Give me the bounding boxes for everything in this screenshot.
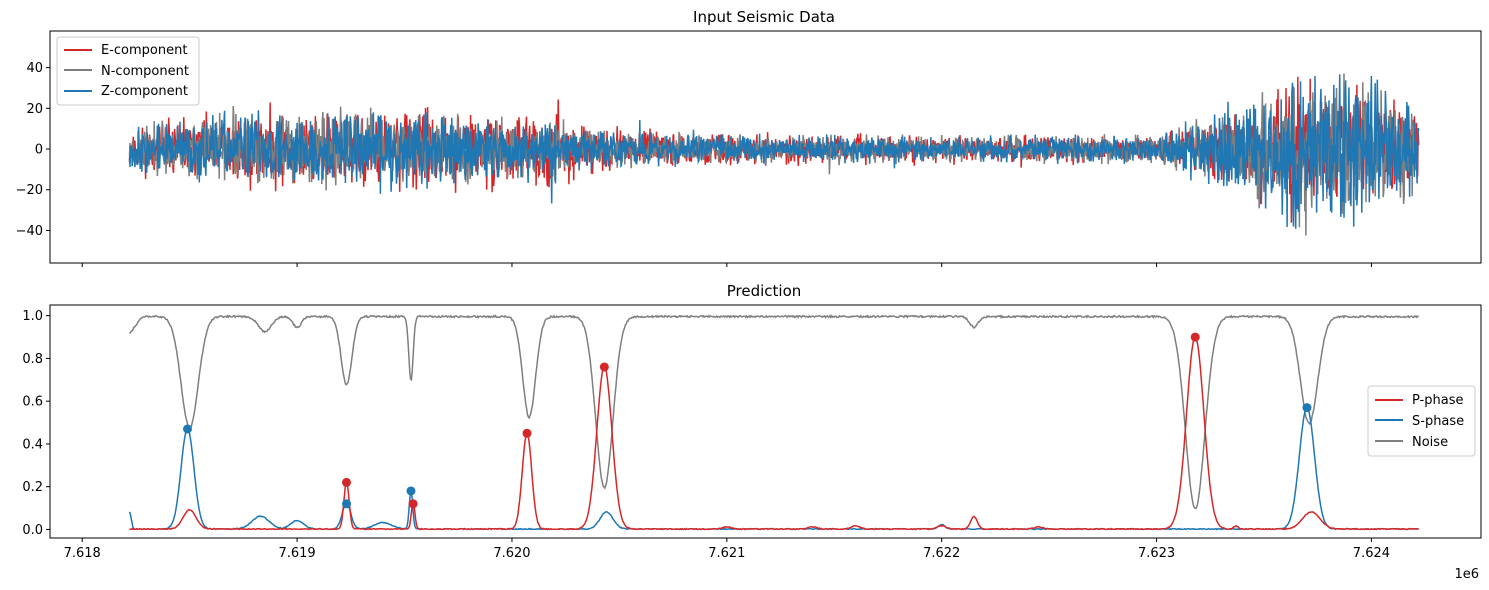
legend-label-s-phase: S-phase bbox=[1412, 414, 1464, 429]
seismic-data-ticks: 40 20 0 −20 −40 bbox=[16, 61, 1372, 267]
x-tick-label: 7.624 bbox=[1353, 546, 1390, 561]
x-tick-label: 7.618 bbox=[64, 546, 101, 561]
y-tick-label: −40 bbox=[16, 224, 43, 239]
prediction-ticks: 1.0 0.8 0.6 0.4 0.2 0.0 7.618 7.619 7.620 7.621 7.… bbox=[22, 309, 1390, 561]
seismic-data-title: Input Seismic Data bbox=[693, 8, 835, 26]
legend-label-n-component: N-component bbox=[101, 64, 189, 79]
prediction-plot-area bbox=[49, 304, 1482, 539]
x-tick-label: 7.621 bbox=[708, 546, 745, 561]
s-phase-pick-marker bbox=[1302, 403, 1312, 413]
y-tick-label: 0 bbox=[35, 143, 43, 158]
x-tick-label: 7.622 bbox=[923, 546, 960, 561]
y-tick-label: −20 bbox=[16, 183, 43, 198]
p-phase-pick-marker bbox=[408, 499, 418, 509]
legend-box bbox=[56, 36, 200, 106]
p-phase-pick-marker bbox=[522, 428, 532, 438]
prediction-legend: P-phase S-phase Noise bbox=[1367, 385, 1476, 457]
legend-label-z-component: Z-component bbox=[101, 84, 188, 99]
x-tick-label: 7.619 bbox=[278, 546, 315, 561]
legend-box bbox=[1367, 385, 1476, 457]
y-tick-label: 0.0 bbox=[22, 523, 43, 538]
x-tick-label: 7.623 bbox=[1138, 546, 1175, 561]
series-line-p-phase bbox=[129, 335, 1419, 531]
seismic-data-axes: Input Seismic Data 40 20 0 −20 −40 E-compone… bbox=[16, 8, 1482, 267]
y-tick-label: 0.4 bbox=[22, 437, 43, 452]
series-line-z-component bbox=[128, 74, 1420, 229]
s-phase-pick-marker bbox=[406, 486, 416, 496]
prediction-picks bbox=[183, 332, 1312, 509]
y-tick-label: 20 bbox=[26, 102, 43, 117]
p-phase-pick-marker bbox=[1190, 332, 1200, 342]
seismic-data-series bbox=[128, 73, 1420, 236]
legend-label-noise: Noise bbox=[1412, 435, 1448, 450]
seismic-data-legend: E-component N-component Z-component bbox=[56, 36, 200, 106]
x-tick-label: 7.620 bbox=[493, 546, 530, 561]
y-tick-label: 0.8 bbox=[22, 352, 43, 367]
y-tick-label: 1.0 bbox=[22, 309, 43, 324]
prediction-title: Prediction bbox=[727, 282, 802, 300]
legend-label-p-phase: P-phase bbox=[1412, 393, 1463, 408]
y-tick-label: 40 bbox=[26, 61, 43, 76]
y-tick-label: 0.6 bbox=[22, 395, 43, 410]
prediction-axes: Prediction 1.0 0.8 0.6 0.4 0.2 0.0 7.618 7.619 7… bbox=[22, 282, 1482, 582]
p-phase-pick-marker bbox=[599, 362, 609, 372]
s-phase-pick-marker bbox=[183, 424, 193, 434]
legend-label-e-component: E-component bbox=[101, 43, 187, 58]
s-phase-pick-marker bbox=[342, 499, 352, 509]
series-line-noise bbox=[129, 314, 1420, 510]
x-offset-label: 1e6 bbox=[1454, 567, 1479, 582]
p-phase-pick-marker bbox=[342, 477, 352, 487]
y-tick-label: 0.2 bbox=[22, 480, 43, 495]
